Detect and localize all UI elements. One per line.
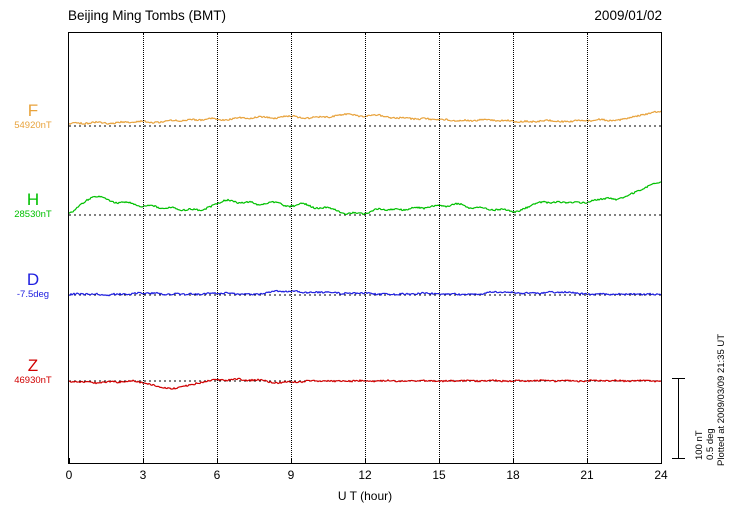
x-tick [587, 458, 588, 464]
gridline [217, 33, 218, 463]
gridline [291, 33, 292, 463]
x-tick-label: 15 [432, 468, 446, 482]
trace-symbol-H: H [26, 190, 40, 209]
gridline [513, 33, 514, 463]
gridline [587, 33, 588, 463]
x-tick-label: 18 [506, 468, 520, 482]
x-tick [291, 458, 292, 464]
x-axis-title: U T (hour) [337, 489, 393, 503]
x-tick [143, 458, 144, 464]
x-tick [69, 458, 70, 464]
observation-date: 2009/01/02 [594, 8, 662, 23]
x-tick [513, 458, 514, 464]
gridline [439, 33, 440, 463]
trace-label-Z: Z 46930nT [2, 356, 64, 387]
trace-symbol-F: F [27, 101, 39, 120]
trace-label-H: H 28530nT [2, 190, 64, 221]
x-tick [661, 458, 662, 464]
scale-units-label: 100 nT 0.5 deg [694, 428, 716, 460]
trace-baseline-value-Z: 46930nT [14, 375, 52, 386]
x-tick-label: 24 [654, 468, 668, 482]
gridline [365, 33, 366, 463]
plotted-at-label: Plotted at 2009/03/09 21:35 UT [716, 333, 727, 466]
trace-baseline-value-H: 28530nT [14, 209, 52, 220]
trace-symbol-Z: Z [27, 356, 39, 375]
trace-baseline-value-F: 54920nT [14, 120, 52, 131]
page-title: Beijing Ming Tombs (BMT) [68, 8, 227, 23]
x-tick-label: 21 [580, 468, 594, 482]
x-tick-label: 0 [65, 468, 73, 482]
x-tick-label: 12 [358, 468, 372, 482]
trace-symbol-D: D [26, 270, 40, 289]
scale-bar-bottom-cap [672, 458, 685, 459]
x-tick [365, 458, 366, 464]
trace-label-D: D -7.5deg [2, 270, 64, 301]
x-tick-label: 6 [213, 468, 221, 482]
trace-baseline-value-D: -7.5deg [16, 289, 50, 300]
x-tick [439, 458, 440, 464]
trace-label-F: F 54920nT [2, 101, 64, 132]
gridline [143, 33, 144, 463]
x-tick-label: 9 [287, 468, 295, 482]
x-tick [217, 458, 218, 464]
x-tick-label: 3 [139, 468, 147, 482]
plot-area [68, 32, 662, 464]
scale-bar [678, 378, 679, 458]
